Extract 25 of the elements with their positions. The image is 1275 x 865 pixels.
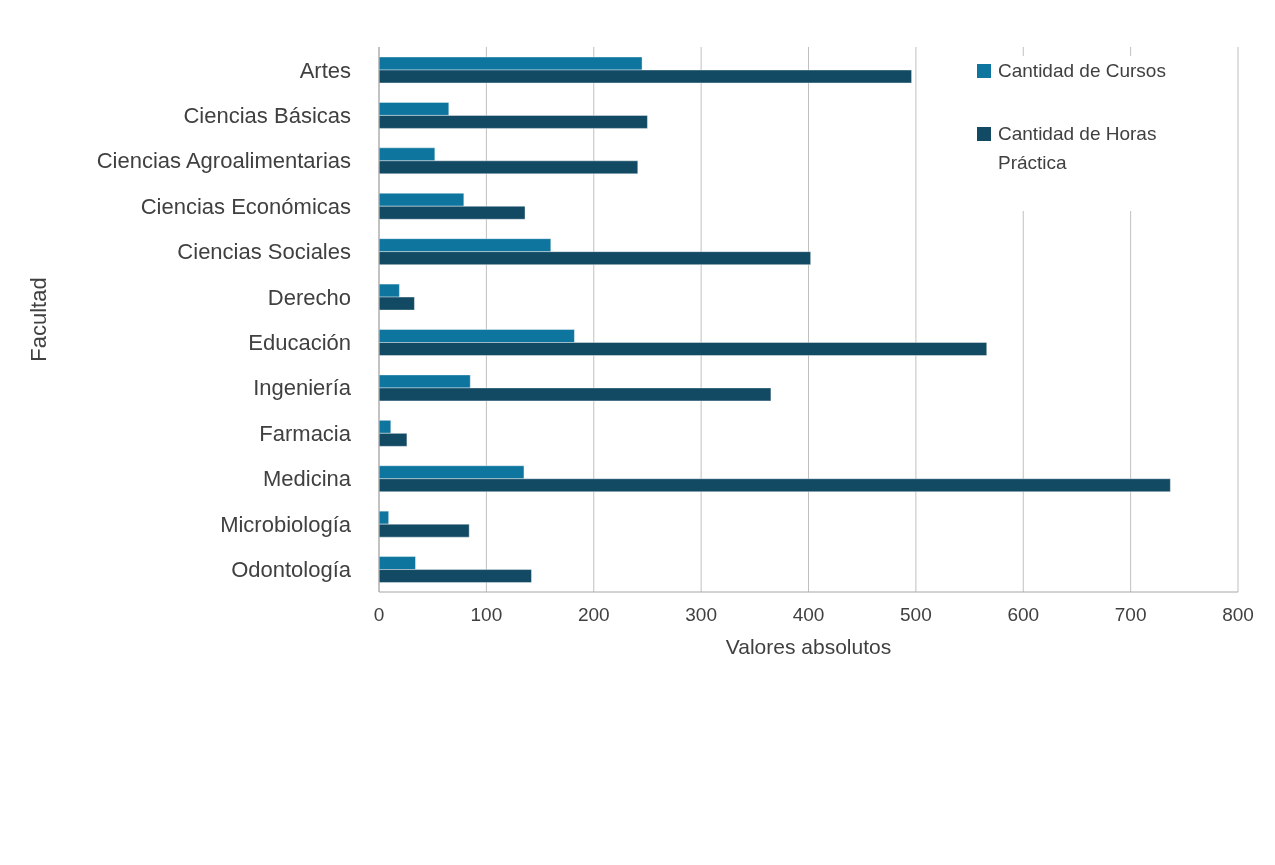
y-tick-label: Ciencias Agroalimentarias <box>96 148 351 174</box>
y-tick-label: Artes <box>299 57 351 83</box>
y-tick-label: Ciencias Básicas <box>183 102 351 128</box>
x-tick-label: 300 <box>685 604 717 626</box>
x-tick-label: 800 <box>1222 604 1254 626</box>
y-tick-label: Derecho <box>267 284 351 310</box>
x-tick-label: 0 <box>373 604 385 626</box>
x-tick-label: 100 <box>470 604 503 626</box>
y-tick-label: Ingeniería <box>253 375 352 401</box>
legend-label: Cantidad de Horas Práctica <box>998 122 1158 175</box>
legend-label: Cantidad de Cursos <box>998 59 1166 83</box>
x-axis-title: Valores absolutos <box>725 635 892 658</box>
y-tick-label: Medicina <box>262 466 352 492</box>
y-tick-label: Microbiología <box>220 511 352 537</box>
y-tick-label: Ciencias Sociales <box>177 239 351 265</box>
y-tick-label: Farmacia <box>259 420 352 446</box>
y-tick-label: Educación <box>248 330 351 356</box>
x-tick-label: 700 <box>1114 604 1147 626</box>
y-axis-title: Facultad <box>25 277 51 362</box>
x-tick-label: 200 <box>577 604 610 626</box>
x-tick-label: 400 <box>792 604 825 626</box>
x-tick-label: 600 <box>1007 604 1040 626</box>
y-tick-label: Odontología <box>231 557 352 583</box>
y-tick-label: Ciencias Económicas <box>140 193 351 219</box>
x-tick-label: 500 <box>900 604 932 626</box>
